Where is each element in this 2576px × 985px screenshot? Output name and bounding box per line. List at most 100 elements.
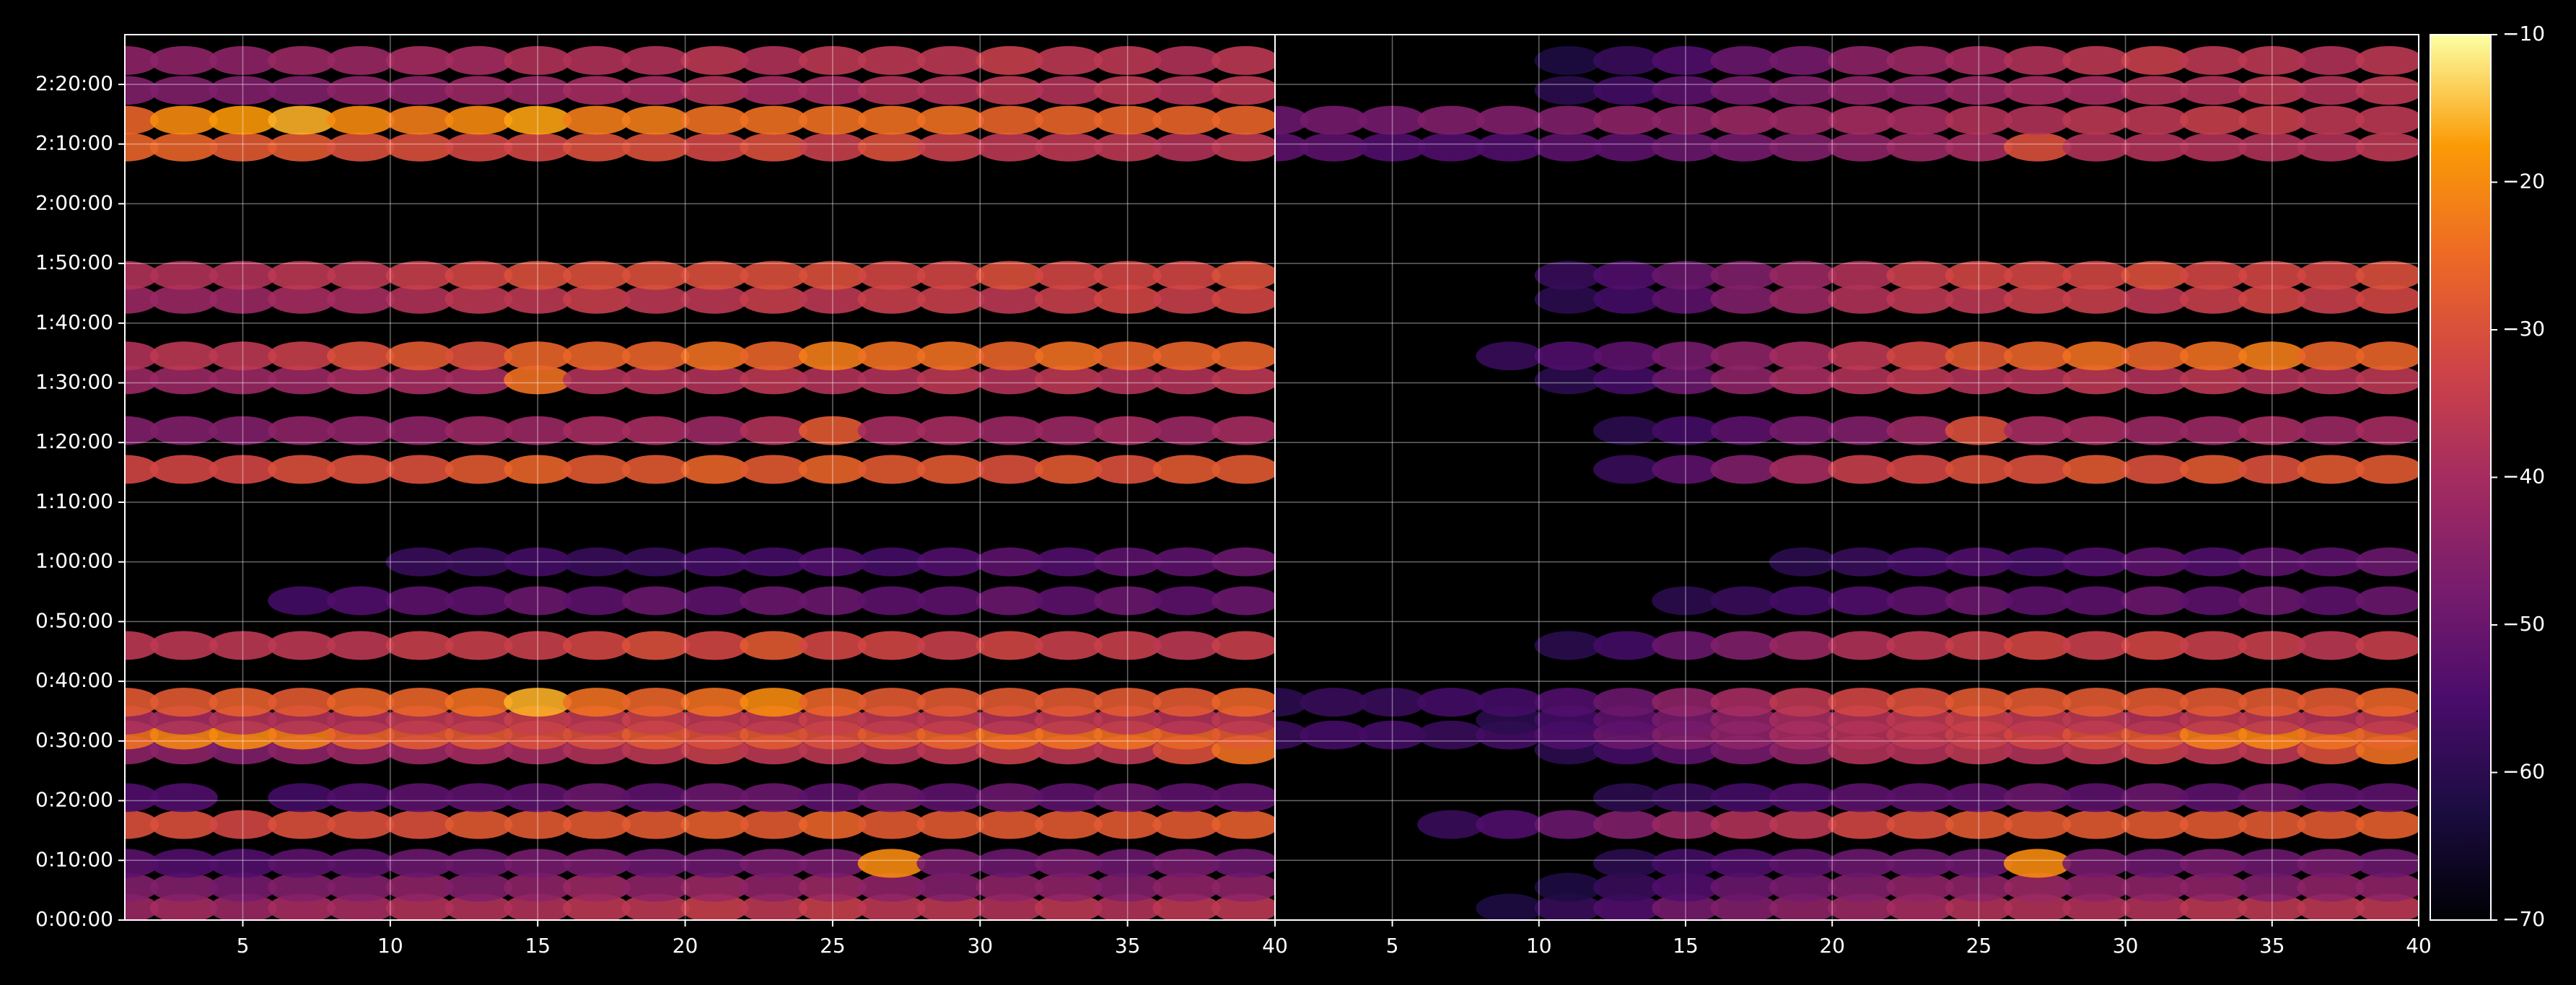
heat-cell (326, 586, 395, 616)
heat-cell (2238, 688, 2306, 717)
heat-cell (976, 872, 1044, 902)
heat-cell (2238, 586, 2306, 616)
heat-cell (2179, 872, 2248, 902)
heat-cell (1652, 416, 1719, 445)
heat-cell (680, 45, 749, 75)
heat-cell (326, 132, 395, 162)
heat-cell (680, 849, 749, 878)
heat-cell (798, 341, 867, 371)
heat-cell (1886, 105, 1954, 135)
heat-cell (1152, 105, 1221, 135)
heat-cell (2003, 688, 2072, 717)
heat-cell (1945, 76, 2013, 105)
heat-cell (444, 893, 513, 920)
heat-cell (1710, 341, 1778, 371)
heat-cell (149, 365, 218, 395)
heat-cell (2355, 76, 2419, 105)
heat-cell (2003, 365, 2072, 395)
heat-cell (1093, 586, 1162, 616)
heat-cell (1710, 284, 1778, 314)
heat-cell (1710, 45, 1778, 75)
y-tick-label: 2:20:00 (35, 71, 113, 95)
heat-cell (562, 132, 631, 162)
heat-cell (2003, 261, 2072, 290)
heat-cell (1034, 872, 1103, 902)
heat-cell (2121, 872, 2189, 902)
heat-cell (1828, 132, 1896, 162)
heat-cell (1152, 688, 1221, 717)
heat-cell (1886, 45, 1954, 75)
heat-cell (1212, 76, 1275, 105)
heat-cell (976, 631, 1044, 660)
heat-cell (326, 76, 395, 105)
heat-cell (125, 783, 159, 813)
heat-cell (857, 45, 926, 75)
heat-cell (209, 688, 277, 717)
heat-cell (385, 132, 454, 162)
heat-cell (1212, 365, 1275, 395)
heat-cell (740, 76, 808, 105)
heat-cell (2238, 105, 2306, 135)
heat-cell (1275, 720, 1309, 750)
heat-cell (562, 284, 631, 314)
heat-cell (1093, 810, 1162, 839)
heat-cell (1886, 783, 1954, 813)
heat-cell (209, 45, 277, 75)
heat-cell (680, 455, 749, 484)
heat-cell (1710, 872, 1778, 902)
heat-cell (209, 849, 277, 878)
heat-cell (680, 783, 749, 813)
heat-cell (1710, 893, 1778, 920)
heat-cell (2179, 631, 2248, 660)
heat-cell (1652, 132, 1719, 162)
heat-cell (2062, 810, 2130, 839)
heat-cell (562, 849, 631, 878)
heat-cell (2297, 284, 2365, 314)
heat-cell (1476, 132, 1543, 162)
heat-cell (1093, 284, 1162, 314)
heat-cell (1417, 810, 1485, 839)
heat-cell (798, 45, 867, 75)
heat-cell (2355, 688, 2419, 717)
heat-cell (1945, 547, 2013, 577)
heat-cell (326, 284, 395, 314)
heat-cell (798, 631, 867, 660)
heat-cell (209, 341, 277, 371)
heat-cell (1593, 893, 1661, 920)
heat-cell (1034, 341, 1103, 371)
heat-cell (326, 783, 395, 813)
heat-cell (209, 872, 277, 902)
heat-cell (2003, 849, 2072, 878)
axes-frame (1274, 34, 2419, 921)
heat-cell (1710, 261, 1778, 290)
heat-cell (1152, 416, 1221, 445)
heat-cell (1828, 284, 1896, 314)
heat-cell (2121, 365, 2189, 395)
heat-cell (976, 455, 1044, 484)
heat-cell (2121, 132, 2189, 162)
colorbar-tick-label: −40 (2502, 465, 2545, 489)
heat-cell (1828, 45, 1896, 75)
heat-cell (740, 810, 808, 839)
heat-cell (798, 872, 867, 902)
x-tick-label: 35 (1115, 934, 1141, 958)
heat-cell (1593, 341, 1661, 371)
heat-cell (798, 783, 867, 813)
heat-cell (2062, 688, 2130, 717)
heat-cell (1593, 105, 1661, 135)
heat-cell (976, 416, 1044, 445)
heat-cell (562, 45, 631, 75)
heat-cell (562, 631, 631, 660)
heat-cell (209, 631, 277, 660)
heat-cell (2003, 45, 2072, 75)
heat-cell (1093, 547, 1162, 577)
heat-cell (2238, 455, 2306, 484)
heat-cell (1828, 105, 1896, 135)
y-tick-label: 1:00:00 (35, 549, 113, 573)
heat-cell (2355, 783, 2419, 813)
heat-cell (1534, 872, 1603, 902)
heat-cell (740, 455, 808, 484)
y-tick-label: 0:00:00 (35, 907, 113, 931)
heat-cell (1945, 849, 2013, 878)
